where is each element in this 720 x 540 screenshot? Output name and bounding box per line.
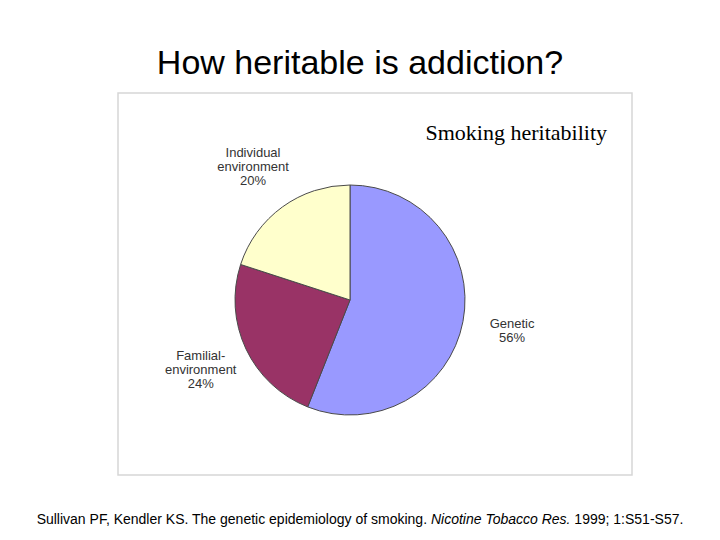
slice-category: Familial-environment xyxy=(165,348,237,377)
slice-category: Genetic xyxy=(490,316,535,331)
title: How heritable is addiction? xyxy=(157,43,563,81)
slice-category-line: environment xyxy=(165,362,237,377)
source-part: Nicotine Tobacco Res. xyxy=(431,511,571,527)
source-part: 1999; 1:S51-S57. xyxy=(570,511,683,527)
source-part: Sullivan PF, Kendler KS. The genetic epi… xyxy=(37,511,431,527)
source: Sullivan PF, Kendler KS. The genetic epi… xyxy=(37,511,684,527)
slice-category-line: Genetic xyxy=(490,316,535,331)
subtitle: Smoking heritability xyxy=(426,120,608,145)
slice-labels: Genetic56%Familial-environment24%Individ… xyxy=(165,145,535,392)
slice-value-label: 24% xyxy=(188,376,214,391)
slice-category: Individualenvironment xyxy=(217,145,289,174)
chart-frame xyxy=(118,93,632,475)
slice-category-line: environment xyxy=(217,159,289,174)
pie xyxy=(235,185,465,415)
slide: How heritable is addiction? Smoking herit… xyxy=(0,0,720,540)
slice-value-label: 56% xyxy=(499,330,525,345)
slice-category-line: Familial- xyxy=(176,348,225,363)
slice-category-line: Individual xyxy=(226,145,281,160)
pie-slice xyxy=(241,185,350,300)
slice-value-label: 20% xyxy=(240,173,266,188)
